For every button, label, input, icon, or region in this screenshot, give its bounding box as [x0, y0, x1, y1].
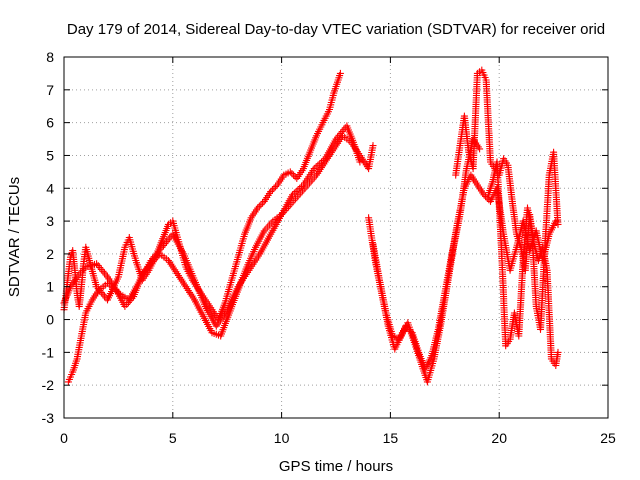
- data-point: [257, 201, 265, 209]
- data-point: [402, 322, 410, 330]
- y-tick-label: -2: [42, 377, 55, 393]
- tick-labels: 0 5 10 15 20 25 -3 -2 -1 0 1 2 3 4 5 6 7 8: [42, 49, 616, 446]
- data-point: [554, 348, 562, 356]
- axis-ticks: [63, 56, 609, 419]
- plot-frame: [63, 56, 609, 419]
- x-tick-label: 10: [274, 430, 290, 446]
- series-track-c: [60, 122, 364, 330]
- x-axis-label: GPS time / hours: [279, 458, 393, 475]
- data-point: [405, 325, 413, 333]
- y-tick-label: 0: [46, 312, 54, 328]
- data-point: [272, 183, 280, 191]
- data-point: [554, 220, 562, 228]
- y-tick-label: -1: [42, 344, 55, 360]
- y-tick-label: 7: [46, 82, 54, 98]
- data-point: [403, 324, 411, 332]
- y-tick-label: -3: [42, 410, 55, 426]
- y-tick-label: 5: [46, 147, 54, 163]
- x-tick-label: 5: [169, 430, 177, 446]
- data-point: [96, 264, 104, 271]
- data-point: [336, 69, 344, 77]
- data-point: [407, 327, 414, 335]
- data-points: [60, 66, 562, 386]
- data-point: [268, 186, 276, 194]
- series-track-g: [484, 148, 562, 350]
- data-point: [286, 168, 294, 176]
- y-axis-label: SDTVAR / TECUs: [6, 177, 23, 297]
- data-point: [356, 158, 364, 166]
- data-point: [99, 267, 107, 275]
- y-tick-label: 4: [46, 180, 54, 196]
- grid-lines: [64, 57, 608, 418]
- x-tick-label: 20: [491, 430, 507, 446]
- data-point: [94, 262, 102, 270]
- y-tick-label: 8: [46, 49, 54, 65]
- data-point: [267, 188, 275, 196]
- data-point: [270, 184, 278, 192]
- chart-title: Day 179 of 2014, Sidereal Day-to-day VTE…: [67, 21, 605, 38]
- y-tick-label: 2: [46, 246, 54, 262]
- data-point: [97, 265, 105, 273]
- data-point: [255, 202, 263, 210]
- data-point: [288, 170, 296, 177]
- data-point: [483, 194, 491, 202]
- data-point: [290, 171, 298, 179]
- y-tick-label: 6: [46, 115, 54, 131]
- x-tick-label: 25: [600, 430, 616, 446]
- data-point: [254, 204, 262, 212]
- x-tick-label: 15: [383, 430, 399, 446]
- data-point: [369, 142, 377, 150]
- y-tick-label: 3: [46, 213, 54, 229]
- data-point: [259, 199, 267, 207]
- series-track-d: [365, 135, 484, 386]
- y-tick-label: 1: [46, 279, 54, 295]
- series-track-b: [64, 132, 377, 386]
- x-tick-label: 0: [60, 430, 68, 446]
- data-point: [100, 269, 108, 277]
